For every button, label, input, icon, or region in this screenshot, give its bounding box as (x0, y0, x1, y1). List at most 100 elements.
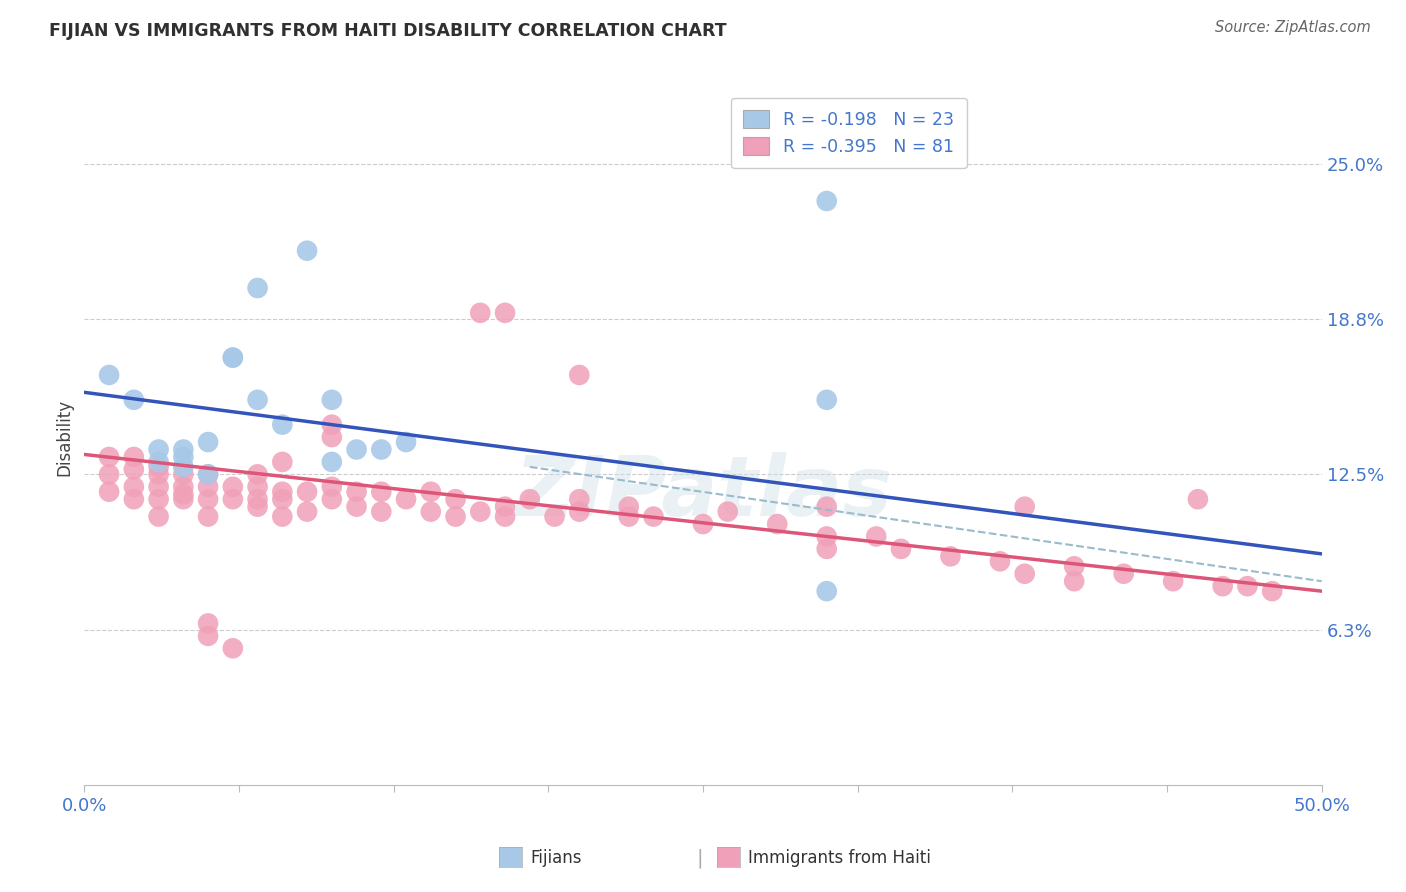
Point (370, 505, 392, 519)
Point (98, 467, 121, 482)
Point (815, 500, 838, 514)
Point (246, 392, 269, 407)
Point (148, 459, 170, 474)
Point (766, 516, 789, 531)
Point (271, 455, 294, 469)
Point (271, 417, 294, 432)
Point (148, 455, 170, 469)
Point (271, 492, 294, 507)
Point (395, 435, 418, 450)
Point (692, 516, 714, 531)
Point (295, 244, 318, 258)
Point (865, 529, 887, 543)
Point (1236, 579, 1258, 593)
Point (98, 484, 121, 499)
Text: Source: ZipAtlas.com: Source: ZipAtlas.com (1215, 20, 1371, 35)
Point (172, 487, 194, 501)
Point (122, 392, 145, 407)
Point (197, 467, 219, 482)
Point (395, 492, 418, 507)
Point (172, 467, 194, 482)
Y-axis label: Disability: Disability (55, 399, 73, 475)
Point (1063, 574, 1085, 589)
Point (122, 492, 145, 507)
Point (717, 505, 740, 519)
Point (122, 480, 145, 494)
Point (988, 554, 1011, 568)
Point (617, 500, 640, 514)
Point (222, 641, 245, 656)
Text: FIJIAN VS IMMIGRANTS FROM HAITI DISABILITY CORRELATION CHART: FIJIAN VS IMMIGRANTS FROM HAITI DISABILI… (49, 22, 727, 40)
Point (494, 306, 516, 320)
Point (890, 541, 912, 556)
Point (543, 509, 565, 524)
Point (815, 541, 838, 556)
Text: Fijians: Fijians (530, 849, 582, 867)
Point (470, 306, 492, 320)
Point (148, 467, 170, 482)
Point (172, 442, 194, 457)
Point (1187, 492, 1209, 507)
Point (321, 417, 343, 432)
Point (494, 509, 516, 524)
Point (172, 450, 194, 464)
Point (1014, 500, 1036, 514)
Point (197, 480, 219, 494)
Point (246, 467, 269, 482)
Point (172, 459, 194, 474)
Point (444, 492, 467, 507)
Point (321, 430, 343, 444)
Point (370, 442, 392, 457)
Point (246, 500, 269, 514)
Point (148, 492, 170, 507)
Point (939, 549, 962, 564)
Point (1014, 566, 1036, 581)
Text: |: | (697, 848, 703, 868)
Point (122, 462, 145, 476)
Point (419, 505, 441, 519)
Point (568, 368, 591, 382)
Point (1112, 566, 1135, 581)
Point (617, 509, 640, 524)
Point (148, 480, 170, 494)
Point (222, 480, 245, 494)
Point (519, 492, 541, 507)
Point (444, 509, 467, 524)
Point (295, 505, 318, 519)
Point (1261, 584, 1284, 599)
Point (419, 484, 441, 499)
Point (172, 492, 194, 507)
Point (494, 500, 516, 514)
Point (470, 505, 492, 519)
Point (321, 492, 343, 507)
Point (246, 492, 269, 507)
Point (1063, 559, 1085, 574)
Point (98, 368, 121, 382)
Point (346, 500, 368, 514)
Point (568, 492, 591, 507)
Point (271, 484, 294, 499)
Point (321, 480, 343, 494)
Point (197, 435, 219, 450)
Text: ZIPatlas: ZIPatlas (515, 452, 891, 533)
Point (197, 509, 219, 524)
Text: Immigrants from Haiti: Immigrants from Haiti (748, 849, 931, 867)
Point (172, 480, 194, 494)
Point (197, 629, 219, 643)
Point (1212, 579, 1234, 593)
Point (271, 509, 294, 524)
Point (346, 484, 368, 499)
Point (197, 616, 219, 631)
Point (246, 480, 269, 494)
Point (98, 450, 121, 464)
Point (643, 509, 665, 524)
Point (222, 351, 245, 365)
Legend: R = -0.198   N = 23, R = -0.395   N = 81: R = -0.198 N = 23, R = -0.395 N = 81 (731, 98, 966, 169)
Point (815, 584, 838, 599)
Point (246, 281, 269, 295)
Point (222, 492, 245, 507)
Point (321, 392, 343, 407)
Point (568, 505, 591, 519)
Point (815, 529, 838, 543)
Point (122, 450, 145, 464)
